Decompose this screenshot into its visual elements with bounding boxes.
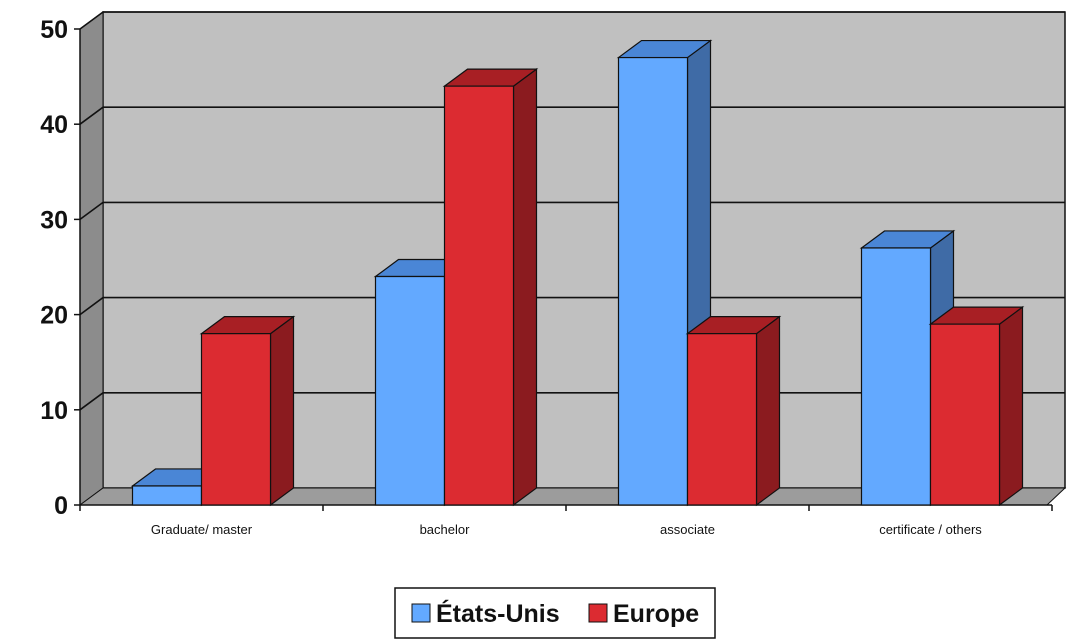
gridlines <box>79 11 1065 411</box>
bar-front <box>200 333 272 506</box>
bar-europe-associate <box>685 315 782 507</box>
y-axis: 0 10 20 30 40 50 <box>40 16 81 520</box>
bars <box>130 39 1025 507</box>
bar-side <box>755 315 781 507</box>
x-tick-label: bachelor <box>420 522 471 537</box>
legend-swatch-etats-unis <box>411 603 431 623</box>
y-tick-label: 40 <box>40 111 68 139</box>
bar-front <box>686 333 758 506</box>
bar-europe-bachelor <box>442 67 539 507</box>
bar-side <box>269 315 295 507</box>
bar-side <box>512 67 538 507</box>
legend-box <box>394 587 716 639</box>
gridline <box>79 106 1065 125</box>
x-tick-label: associate <box>660 522 715 537</box>
bar-front <box>929 323 1001 506</box>
y-tick-label: 20 <box>40 302 68 330</box>
y-tick-label: 50 <box>40 16 68 44</box>
legend-label-etats-unis: États-Unis <box>436 599 560 628</box>
side-wall <box>79 11 104 506</box>
legend-swatch-europe <box>588 603 608 623</box>
bar-front <box>860 247 932 506</box>
bar-europe-certificate-others <box>928 305 1025 507</box>
x-tick-label: Graduate/ master <box>151 522 253 537</box>
x-tick-label: certificate / others <box>879 522 982 537</box>
y-tick-label: 30 <box>40 206 68 234</box>
legend-label-europe: Europe <box>613 600 699 628</box>
x-axis: Graduate/ master bachelor associate certifi… <box>79 504 1053 537</box>
bar-europe-graduate-master <box>199 315 296 507</box>
bar-side <box>998 305 1024 507</box>
bar-front <box>131 485 203 506</box>
gridline <box>79 296 1065 316</box>
bar-front <box>617 56 689 506</box>
gridline <box>79 201 1065 221</box>
y-tick-label: 0 <box>54 492 68 520</box>
bar-front <box>443 85 515 506</box>
legend: États-Unis Europe <box>394 587 716 639</box>
gridline <box>79 11 1065 30</box>
bar-front <box>374 275 446 506</box>
y-tick-label: 10 <box>40 397 68 425</box>
